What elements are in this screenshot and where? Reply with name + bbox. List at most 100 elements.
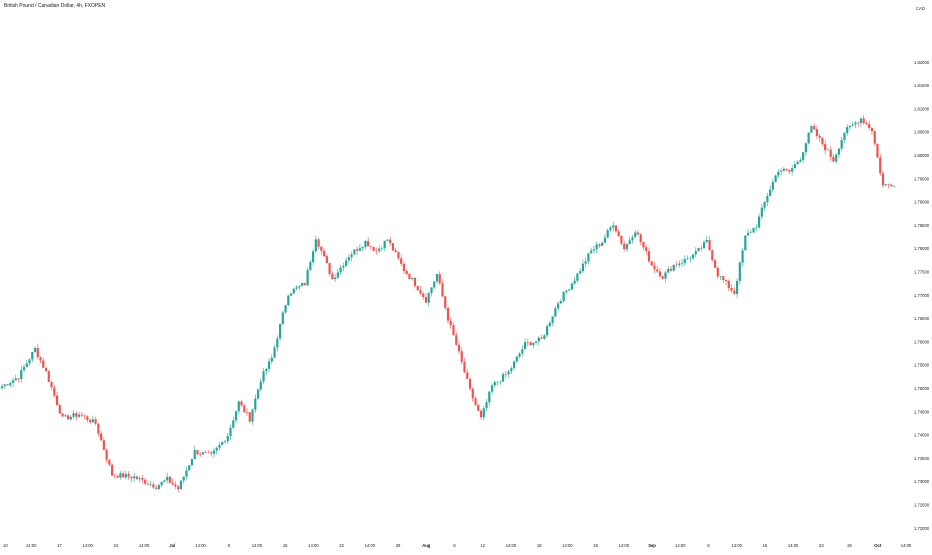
candle-body <box>25 363 28 368</box>
candle-body <box>273 347 276 358</box>
candle <box>774 174 777 183</box>
candle <box>342 262 345 272</box>
candle-body <box>309 262 312 271</box>
candle-body <box>435 274 439 282</box>
candle-body <box>857 122 860 124</box>
time-axis[interactable]: 10 14:00 17 14:00 24 14:00 Jul 14:00 8 14:00 15 14:… <box>3 543 912 548</box>
candle-body <box>88 420 92 423</box>
candle-body <box>328 263 331 274</box>
candle <box>650 261 653 266</box>
candle-body <box>339 267 342 273</box>
candle-body <box>603 237 607 243</box>
candle <box>829 146 832 161</box>
candle-body <box>746 232 750 236</box>
candle-body <box>223 441 227 442</box>
candle-body <box>111 464 114 476</box>
candle <box>375 247 378 255</box>
candle <box>188 465 191 471</box>
candle <box>559 298 562 305</box>
candle-body <box>612 225 615 228</box>
candle-body <box>86 416 89 421</box>
candle <box>50 380 53 390</box>
candle-body <box>72 413 75 417</box>
candle-body <box>0 386 4 389</box>
candle-body <box>190 459 194 466</box>
candle <box>746 229 750 237</box>
price-axis[interactable]: CAD 1.82000 1.81500 1.81000 1.80500 1.80000 1.… <box>914 6 930 531</box>
candle-body <box>166 476 169 481</box>
candle-body <box>424 296 428 303</box>
candle-body <box>361 246 364 249</box>
candle-body <box>325 256 328 264</box>
candle <box>474 395 477 407</box>
candle-body <box>821 137 824 145</box>
candle <box>562 290 565 303</box>
candle-body <box>157 485 161 489</box>
candle <box>683 255 686 267</box>
candle <box>614 225 618 234</box>
candle <box>133 473 136 483</box>
candle-body <box>168 476 172 483</box>
candle <box>757 213 761 229</box>
candle-body <box>749 232 752 234</box>
candle <box>705 235 708 244</box>
candle-body <box>796 161 799 165</box>
candle-body <box>846 127 849 134</box>
candle-body <box>135 476 139 479</box>
candle <box>221 441 224 446</box>
candle <box>267 358 271 373</box>
price-axis-tick: 1.81500 <box>914 83 930 88</box>
candle <box>543 333 546 340</box>
candle-body <box>859 118 863 124</box>
candle <box>807 132 810 145</box>
candle-body <box>634 232 637 238</box>
candle <box>408 273 411 280</box>
candle <box>122 470 125 478</box>
candle <box>248 412 251 423</box>
time-axis-tick: 14:00 <box>788 543 799 548</box>
candle <box>14 374 17 381</box>
candle <box>422 291 425 300</box>
candle-body <box>218 444 221 448</box>
candle-body <box>840 139 843 149</box>
candle <box>36 344 39 360</box>
candle-body <box>559 301 562 304</box>
candle-body <box>422 293 425 297</box>
candle <box>11 377 15 387</box>
candle <box>612 221 615 232</box>
candle <box>534 341 538 345</box>
candle-body <box>171 482 174 485</box>
candle <box>270 354 273 365</box>
candle-body <box>540 337 543 339</box>
candle <box>727 279 730 292</box>
candle <box>345 257 348 268</box>
candle-body <box>529 342 532 346</box>
candle <box>573 276 576 286</box>
candle <box>879 153 882 176</box>
candle-body <box>234 411 238 421</box>
candle <box>157 483 161 491</box>
candle-body <box>350 254 353 258</box>
candle <box>625 243 629 252</box>
candle-body <box>518 353 521 357</box>
candle <box>606 228 609 239</box>
candle <box>177 484 180 493</box>
candle <box>138 476 141 483</box>
candle <box>171 478 174 486</box>
candle <box>455 332 458 346</box>
candle <box>17 378 20 383</box>
candle <box>752 227 755 234</box>
candle-body <box>713 260 717 268</box>
candle-body <box>55 395 59 406</box>
candle-body <box>138 477 141 479</box>
candle-body <box>890 184 893 187</box>
candle-body <box>102 440 105 451</box>
candle <box>460 347 463 365</box>
candle-body <box>210 452 213 454</box>
candle <box>859 117 863 127</box>
candle <box>515 355 518 364</box>
candle-body <box>444 296 447 308</box>
candle-body <box>380 247 384 249</box>
candle-body <box>69 416 72 420</box>
